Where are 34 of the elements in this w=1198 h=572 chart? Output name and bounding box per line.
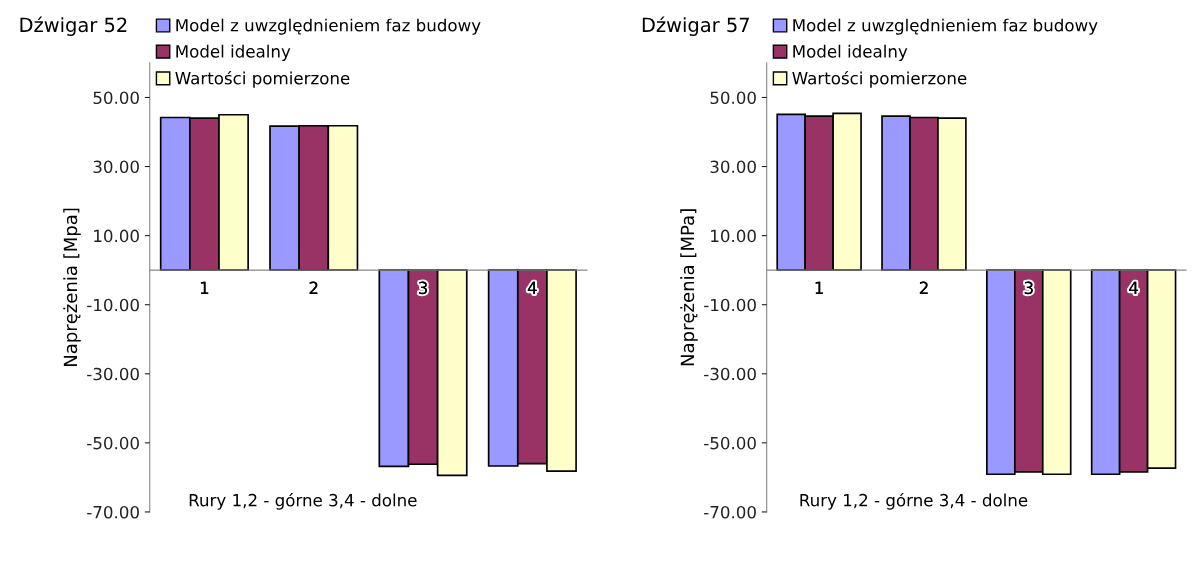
y-axis-title: Naprężenia [MPa] [680,209,698,366]
y-tick-label: -70.00 [704,505,756,519]
y-tick-label: 30.00 [93,160,139,174]
y-tick-label: -10.00 [704,298,756,312]
y-axis-title: Naprężenia [Mpa] [63,208,81,366]
legend-label: Wartości pomierzone [792,70,967,88]
y-tick-label: -30.00 [704,367,756,381]
y-tick-label: -10.00 [87,298,139,312]
x-tick-label: 2 [919,281,928,294]
legend-label: Wartości pomierzone [175,70,350,88]
x-axis-title: Rury 1,2 - górne 3,4 - dolne [189,492,417,510]
chart-title: Dźwigar 52 [20,16,127,36]
x-tick-label: 3 [419,281,428,295]
x-tick-label: 4 [527,281,537,294]
x-axis-title: Rury 1,2 - górne 3,4 - dolne [800,492,1028,510]
legend-label: Model idealny [793,44,908,61]
y-tick-label: 30.00 [710,160,756,174]
legend-label: Model idealny [176,44,291,61]
y-tick-label: 50.00 [710,91,756,105]
y-tick-label: -50.00 [87,436,139,450]
legend-label: Model z uwzględnieniem faz budowy [793,18,1098,35]
y-tick-label: -70.00 [87,505,139,519]
y-tick-label: -30.00 [87,367,139,381]
chart-title: Dźwigar 57 [642,16,749,36]
y-tick-label: -50.00 [704,436,756,450]
x-tick-label: 1 [200,281,209,294]
y-tick-label: 50.00 [93,91,139,105]
x-tick-label: 3 [1024,281,1033,295]
x-tick-label: 4 [1129,281,1138,294]
x-tick-label: 1 [815,281,823,294]
y-tick-label: 10.00 [711,229,756,243]
y-tick-label: 10.00 [94,229,139,243]
legend-label: Model z uwzględnieniem faz budowy [176,18,481,35]
x-tick-label: 2 [309,281,318,294]
